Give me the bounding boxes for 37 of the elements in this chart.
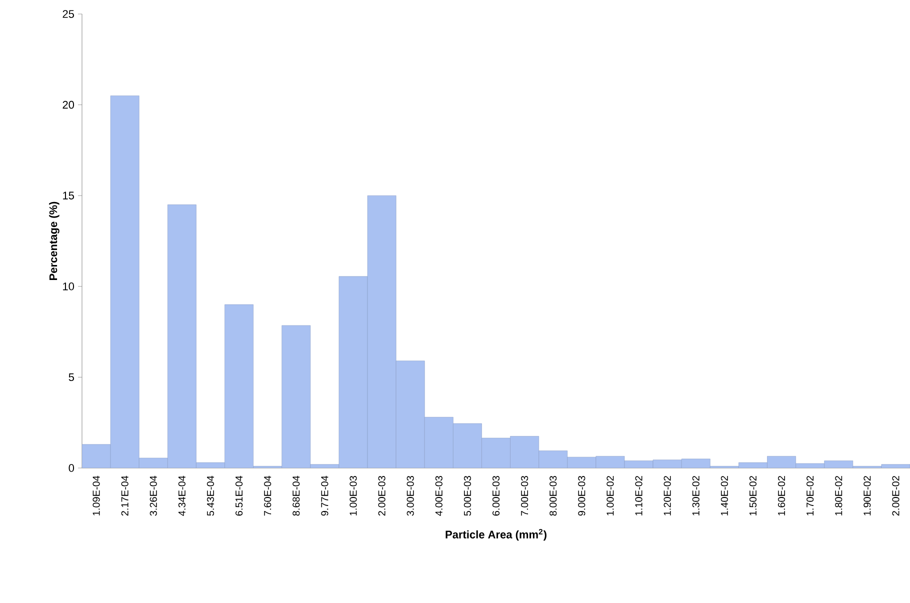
x-tick-label: 8.68E-04 xyxy=(292,476,300,516)
x-tick-label: 2.00E-03 xyxy=(378,476,386,516)
x-tick-label: 1.00E-03 xyxy=(350,476,357,516)
x-axis-title: Particle Area (mm$^{2}$) xyxy=(446,528,546,541)
x-tick-label: 1.30E-02 xyxy=(692,476,700,516)
x-tick-label: 8.00E-03 xyxy=(550,476,557,516)
x-tick-label: 4.34E-04 xyxy=(178,476,186,516)
x-tick-label: 7.60E-04 xyxy=(264,476,272,516)
x-tick-label: 1.90E-02 xyxy=(864,476,871,516)
x-tick-label: 9.00E-03 xyxy=(578,476,586,516)
x-tick-label: 3.00E-03 xyxy=(406,476,414,516)
x-tick-label: 1.40E-02 xyxy=(720,476,728,516)
y-tick-label: 10 xyxy=(63,282,74,290)
x-tick-label: 1.10E-02 xyxy=(635,476,642,516)
x-tick-label: 1.20E-02 xyxy=(664,476,671,516)
x-tick-label: 1.70E-02 xyxy=(806,476,814,516)
x-tick-label: 6.51E-04 xyxy=(236,476,243,516)
x-tick-label: 6.00E-03 xyxy=(492,476,500,516)
x-tick-label: 2.17E-04 xyxy=(121,476,128,516)
x-tick-label: 2.00E-02 xyxy=(892,476,900,516)
x-tick-label: 1.60E-02 xyxy=(778,476,786,516)
x-tick-label: 5.00E-03 xyxy=(464,476,471,516)
y-tick-label: 15 xyxy=(63,192,74,200)
y-tick-label: 20 xyxy=(62,100,74,109)
x-tick-label: 1.00E-02 xyxy=(606,476,614,516)
x-tick-label: 3.26E-04 xyxy=(150,476,157,516)
y-tick-label: 0 xyxy=(68,464,74,472)
x-tick-label: 1.09E-04 xyxy=(92,476,100,516)
y-tick-label: 5 xyxy=(68,373,74,382)
y-axis-title: Percentage (%) xyxy=(49,202,60,280)
x-tick-label: 4.00E-03 xyxy=(435,476,442,516)
x-tick-label: 1.50E-02 xyxy=(749,476,757,516)
y-tick-label: 25 xyxy=(62,10,74,18)
x-tick-label: 1.80E-02 xyxy=(835,476,842,516)
x-tick-label: 9.77E-04 xyxy=(321,476,328,516)
x-tick-label: 7.00E-03 xyxy=(521,476,528,516)
x-tick-label: 5.43E-04 xyxy=(206,476,214,516)
